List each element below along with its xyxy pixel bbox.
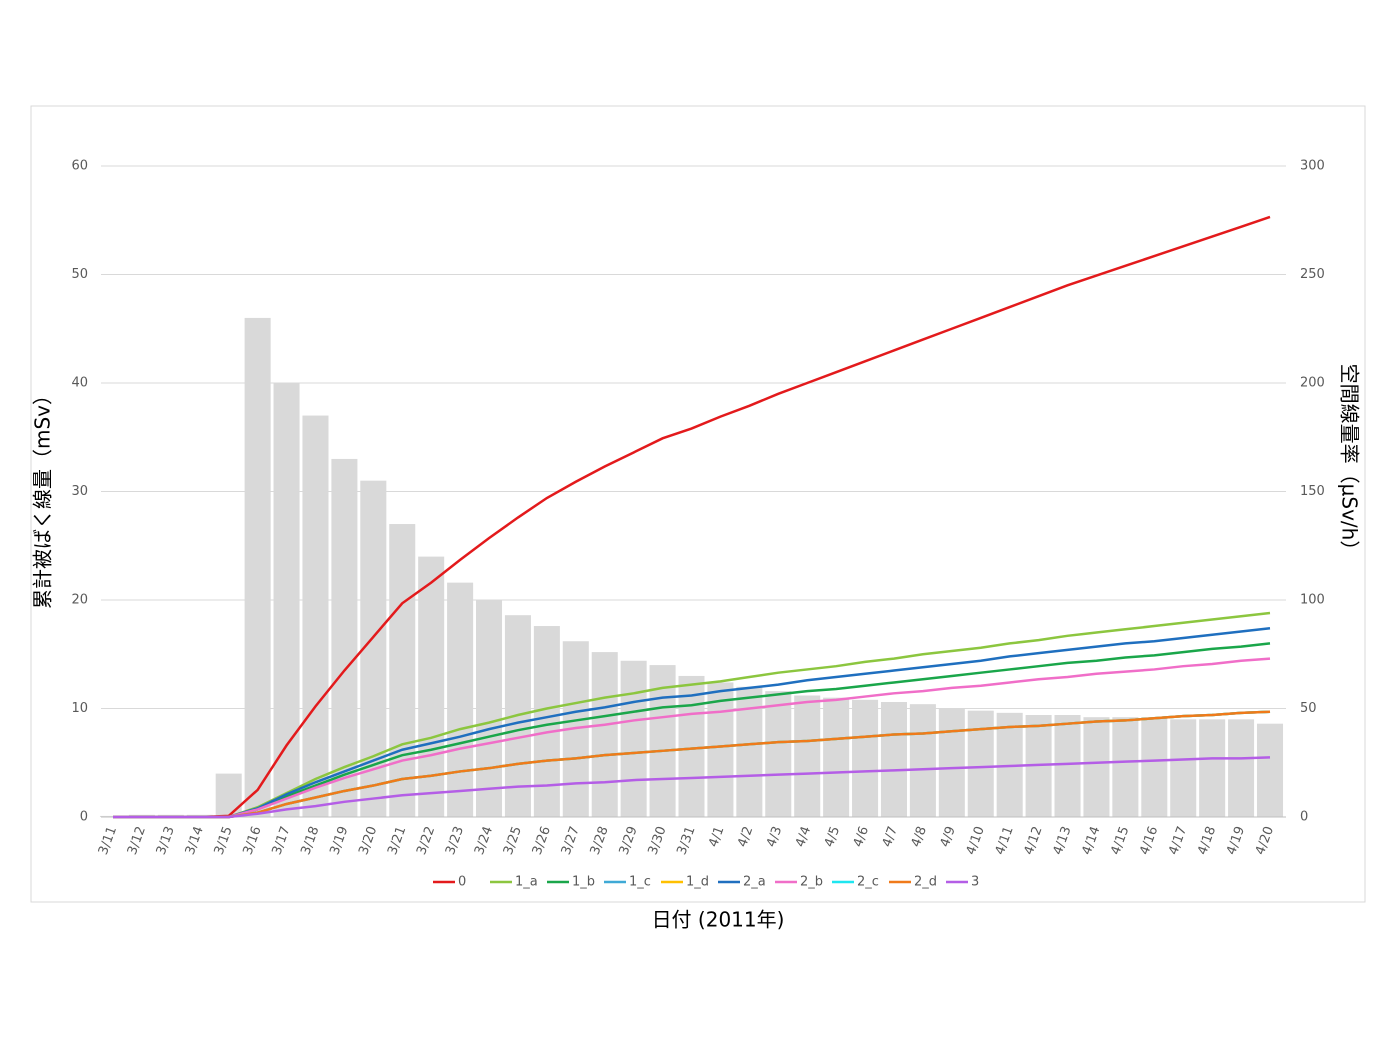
y2-tick-label: 150 [1300,484,1325,499]
y2-tick-label: 300 [1300,159,1325,174]
y2-tick-label: 250 [1300,267,1325,282]
x-tick-label: 4/4 [793,824,814,849]
legend-label: 1_b [572,875,595,890]
bar [1170,719,1197,817]
bar [765,691,792,817]
bar [1112,717,1139,817]
bar [215,773,242,817]
series-line [113,642,1271,819]
y-tick-label: 0 [80,810,88,825]
series-line [113,215,1271,819]
bar [476,600,503,817]
series-line [113,710,1271,819]
bar [852,699,879,817]
bar [678,675,705,817]
legend-label: 2_c [857,875,879,890]
legend-label: 2_d [914,875,937,890]
bar [1199,719,1226,817]
bar [620,660,647,817]
x-tick-label: 4/3 [764,824,785,849]
y2-tick-label: 200 [1300,376,1325,391]
bar [244,317,271,817]
bar [1054,715,1081,817]
bar [909,704,936,817]
legend-label: 2_b [800,875,823,890]
x-tick-label: 4/5 [822,824,843,849]
series-line [113,611,1271,819]
legend-label: 1_c [629,875,651,890]
bar [591,652,618,817]
x-tick-label: 4/7 [880,824,901,849]
bar [273,383,300,817]
bar [302,415,329,817]
x-tick-label: 4/1 [706,824,727,849]
series-line [113,626,1271,819]
series-line [113,657,1271,819]
legend-label: 3 [971,875,979,890]
bar [1083,717,1110,817]
x-axis-label: 日付 (2011年) [652,908,785,932]
y-tick-label: 40 [71,376,88,391]
bar [967,710,994,817]
bar [880,701,907,817]
x-tick-label: 4/2 [735,824,756,849]
series-line [113,756,1271,819]
y-tick-label: 10 [71,701,88,716]
x-tick-label: 4/8 [909,824,930,849]
bar [794,695,821,817]
bar [1228,719,1255,817]
bar [533,626,560,817]
bar [1141,717,1168,817]
y-tick-label: 60 [71,159,88,174]
bar [331,458,358,817]
x-tick-label: 4/6 [851,824,872,849]
bar [707,682,734,817]
y2-tick-label: 0 [1300,810,1308,825]
y-axis-label: 累計被ばく線量（mSv） [31,385,55,609]
bar [447,582,474,817]
bar [823,697,850,817]
y-tick-label: 50 [71,267,88,282]
y2-tick-label: 100 [1300,593,1325,608]
y-tick-label: 20 [71,593,88,608]
bar [1256,723,1284,817]
bar [938,708,965,817]
x-tick-label: 4/9 [938,824,959,849]
y2-tick-label: 50 [1300,701,1317,716]
legend-label: 0 [458,875,466,890]
y2-axis-label: 空間線量率（µSv/h） [1338,364,1362,561]
bar [389,524,416,817]
y-tick-label: 30 [71,484,88,499]
legend-label: 1_a [515,875,538,890]
legend-label: 1_d [686,875,709,890]
legend-label: 2_a [743,875,766,890]
